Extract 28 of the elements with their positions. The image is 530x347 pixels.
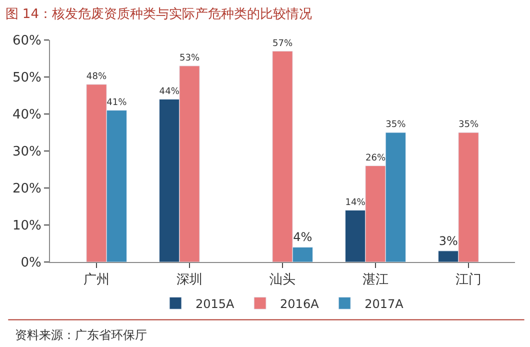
y-tick-label: 0% <box>20 256 42 271</box>
data-label: 14% <box>345 198 366 208</box>
data-label: 48% <box>86 72 107 82</box>
data-label: 35% <box>458 120 479 130</box>
legend-label: 2015A <box>196 296 236 311</box>
data-label: 35% <box>386 120 406 130</box>
data-label: 26% <box>365 154 386 164</box>
data-label: 41% <box>106 98 128 108</box>
text: 资料来源：广东省环保厅 <box>15 328 147 342</box>
legend-label: 2017A <box>364 296 404 311</box>
x-tick-label: 汕头 <box>270 272 296 288</box>
legend-label: 2016A <box>280 296 320 311</box>
y-tick-label: 30% <box>12 144 42 160</box>
y-tick-label: 10% <box>12 218 42 234</box>
x-tick-label: 广州 <box>84 272 110 288</box>
x-tick-label: 湛江 <box>362 272 388 288</box>
data-label: 3% <box>438 234 458 248</box>
data-label: 4% <box>293 230 312 244</box>
y-tick-label: 40% <box>12 108 42 123</box>
y-tick-label: 60% <box>12 34 42 49</box>
y-tick-label: 20% <box>12 182 42 197</box>
data-label: 57% <box>272 38 293 49</box>
data-label: 53% <box>179 54 200 64</box>
y-tick-label: 50% <box>12 70 42 86</box>
chart-title: 图 14：核发危废资质种类与实际产危种类的比较情况 <box>5 6 312 22</box>
x-tick-label: 江门 <box>456 272 482 288</box>
data-label: 44% <box>159 86 180 97</box>
x-tick-label: 深圳 <box>176 272 202 288</box>
